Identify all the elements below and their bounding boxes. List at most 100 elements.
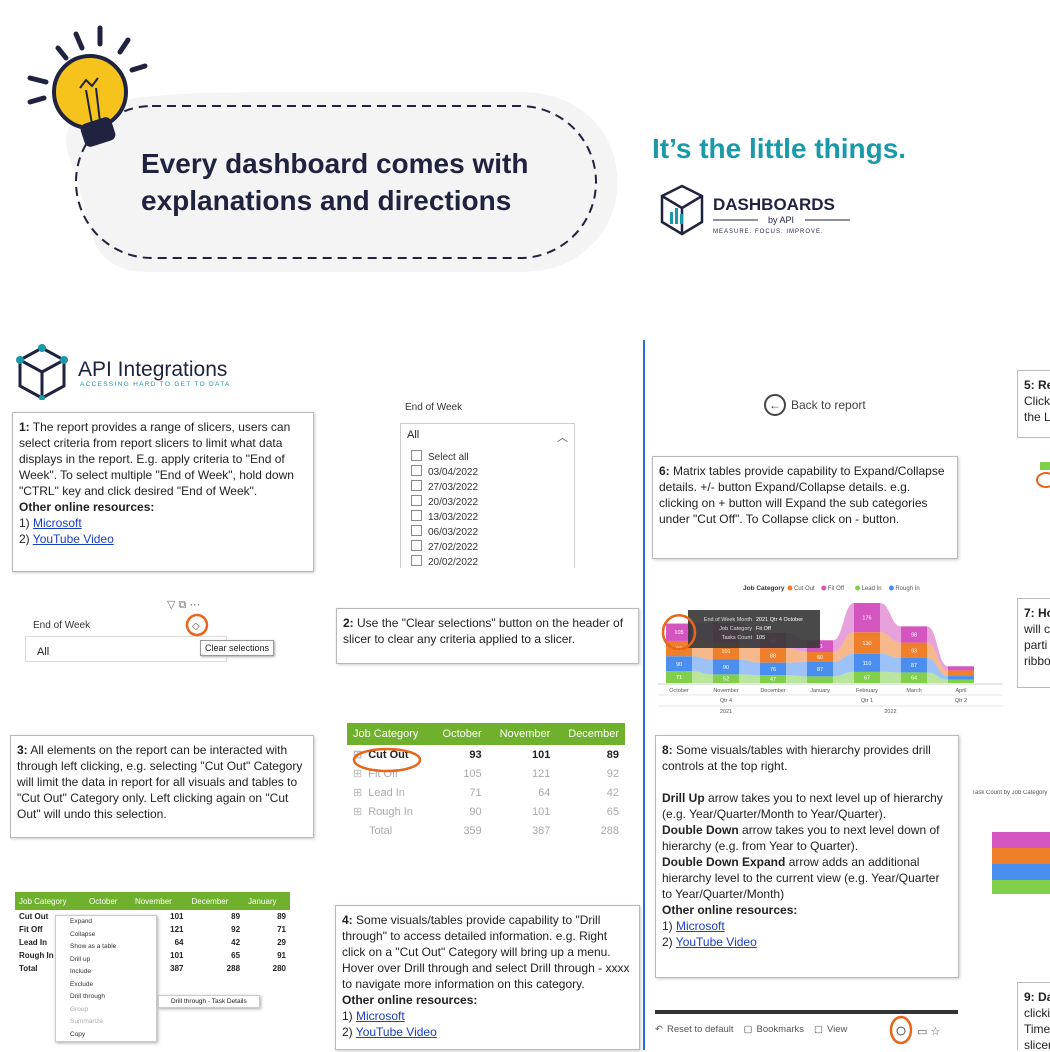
note-text: 8: Some visuals/tables with hierarchy pr…	[662, 742, 952, 774]
menu-item[interactable]: Drill up	[70, 955, 91, 963]
toolbar-button[interactable]: Reset to default	[666, 1024, 734, 1035]
slicer-item[interactable]: 20/03/2022	[411, 495, 574, 510]
resource-link: 1) Microsoft	[662, 918, 952, 934]
context-menu: Expand Collapse Show as a table Drill up Inc…	[55, 915, 157, 1042]
cell: 64	[538, 786, 551, 799]
bar-segment	[760, 675, 786, 683]
cell: 93	[469, 748, 482, 761]
table-row: Lead In 64 42 29	[15, 936, 290, 949]
menu-item[interactable]: Group	[70, 1005, 89, 1013]
link[interactable]: YouTube Video	[675, 935, 757, 949]
slicer-item[interactable]: 13/03/2022	[411, 510, 574, 525]
menu-item[interactable]: Copy	[70, 1030, 86, 1038]
api-logo: API Integrations ACCESSING HARD TO GET T…	[16, 344, 229, 400]
data-label: 105	[674, 630, 683, 636]
year-label: 2022	[884, 709, 896, 715]
menu-item[interactable]: Exclude	[70, 980, 94, 988]
menu-item[interactable]: Include	[70, 968, 91, 975]
submenu[interactable]: Drill through - Task Details	[158, 995, 260, 1008]
legend-label: Rough In	[895, 586, 919, 592]
matrix-row: Total 359 387 288	[347, 821, 625, 840]
quarter-label: Qtr 1	[861, 698, 873, 704]
back-button[interactable]: ← Back to report	[764, 394, 866, 416]
svg-text:◇: ◇	[192, 621, 200, 632]
row-label: Cut Out	[19, 912, 49, 921]
x-label: November	[713, 688, 739, 694]
cell: 89	[606, 748, 619, 761]
ribbon	[833, 632, 854, 662]
legend-dot	[855, 585, 861, 591]
logo-name: API Integrations	[78, 358, 227, 381]
item-label: 27/03/2022	[428, 482, 479, 493]
note: 4: Some visuals/tables provide capabilit…	[335, 905, 640, 1050]
cell: 121	[531, 767, 551, 780]
divider	[643, 340, 645, 1050]
menu-item[interactable]: Collapse	[70, 930, 96, 938]
link[interactable]: Microsoft	[356, 1009, 405, 1023]
side-chart: Task Count by Job Category	[972, 790, 1050, 920]
note-label: 6:	[659, 464, 670, 478]
slicer-item[interactable]: Select all	[411, 450, 574, 465]
toolbar-button[interactable]: Bookmarks	[756, 1024, 805, 1035]
row-header[interactable]: Cut Out	[15, 910, 85, 923]
toolbar-button[interactable]: View	[827, 1024, 848, 1035]
row-label: Rough In	[19, 951, 54, 960]
data-label: 90	[723, 665, 729, 671]
matrix-row: ⊞ Rough In 90 101 65	[347, 802, 625, 821]
link[interactable]: Microsoft	[33, 516, 82, 530]
tooltip-value: 105	[756, 635, 765, 641]
note-text: 2: Use the "Clear selections" button on …	[343, 615, 632, 647]
ribbon	[880, 653, 901, 673]
ribbon	[833, 653, 854, 677]
note-paragraph: Double Down arrow takes you to next leve…	[662, 822, 952, 854]
note-paragraph: Drill Up arrow takes you to next level u…	[662, 790, 952, 822]
slicer-item[interactable]: 03/04/2022	[411, 465, 574, 480]
note-label: 4:	[342, 913, 353, 927]
link[interactable]: YouTube Video	[32, 532, 114, 546]
fragment	[1036, 472, 1050, 488]
row-label: Fit Off	[19, 925, 43, 934]
slicer-item[interactable]: 27/02/2022	[411, 540, 574, 555]
tooltip	[688, 610, 820, 648]
row-header[interactable]: Total	[15, 962, 85, 975]
data-label: 88	[770, 653, 776, 659]
column-header: January	[244, 892, 290, 910]
ribbon	[880, 671, 901, 683]
row-header[interactable]: ⊞ Lead In	[347, 783, 432, 802]
tooltip-key: End of Week Month	[704, 617, 752, 623]
year-label: 2021	[720, 709, 732, 715]
slicer-item[interactable]: 06/03/2022	[411, 525, 574, 540]
link[interactable]: Microsoft	[676, 919, 725, 933]
bar-segment	[713, 674, 739, 683]
row-header[interactable]: Rough In	[15, 949, 85, 962]
bar-segment	[666, 656, 692, 672]
checkbox	[411, 525, 422, 536]
data-label: 47	[770, 677, 776, 683]
slicer-item[interactable]: 20/02/2022	[411, 555, 574, 568]
ribbon	[880, 603, 901, 643]
cell: 91	[277, 951, 286, 960]
row-header[interactable]: ⊞ Rough In	[347, 802, 432, 821]
link[interactable]: YouTube Video	[355, 1025, 437, 1039]
menu-item[interactable]: Summarize	[70, 1018, 103, 1025]
slicer-item[interactable]: 27/03/2022	[411, 480, 574, 495]
note-line: Click	[1024, 394, 1050, 408]
resources: Other online resources:	[662, 902, 952, 918]
menu-item[interactable]: Expand	[70, 918, 93, 925]
cell: 280	[272, 964, 286, 973]
x-label: April	[955, 688, 966, 694]
row-header[interactable]: Lead In	[15, 936, 85, 949]
brand-motto: MEASURE. FOCUS. IMPROVE.	[713, 229, 824, 235]
paragraph-text: arrow adds an additional hierarchy level…	[662, 855, 940, 901]
slicer-dropdown[interactable]: All ︿	[400, 423, 575, 448]
menu-item[interactable]: Drill through	[70, 993, 106, 1000]
row-header[interactable]: Fit Off	[15, 923, 85, 936]
resources: Other online resources:	[19, 499, 307, 515]
row-header[interactable]: Total	[347, 821, 432, 840]
note-line: ribbo	[1024, 654, 1050, 668]
x-label: March	[906, 688, 921, 694]
data-label: 176	[862, 616, 871, 622]
menu-item[interactable]: Show as a table	[70, 943, 117, 950]
bar-segment	[948, 670, 974, 677]
paragraph-bold: Drill Up	[662, 791, 705, 805]
